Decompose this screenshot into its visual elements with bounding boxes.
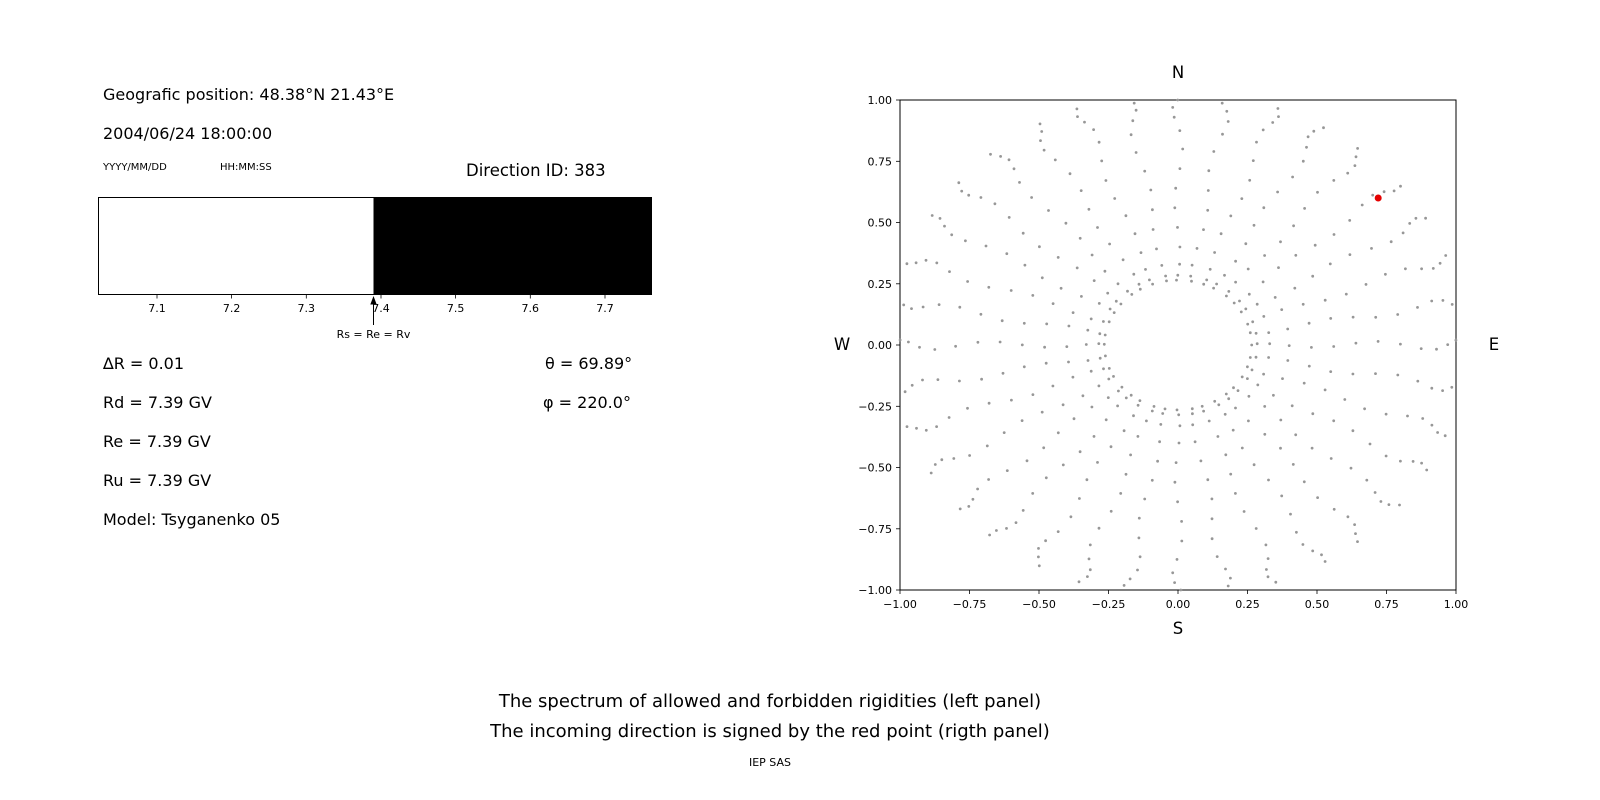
svg-text:−0.25: −0.25 [858, 400, 892, 413]
svg-text:−0.25: −0.25 [1092, 598, 1126, 611]
svg-text:0.50: 0.50 [868, 217, 893, 230]
svg-text:7.5: 7.5 [447, 302, 465, 315]
svg-text:0.00: 0.00 [1166, 598, 1191, 611]
svg-text:7.4: 7.4 [372, 302, 390, 315]
svg-text:0.75: 0.75 [1374, 598, 1399, 611]
svg-text:7.2: 7.2 [223, 302, 241, 315]
svg-text:0.25: 0.25 [868, 278, 893, 291]
asymptotic-direction-plot: −1.00 −0.75 −0.50 −0.25 0.00 0.25 0.50 0.75 1.00… [834, 63, 1499, 638]
asymptotic-direction-dots [898, 98, 1458, 592]
svg-text:−1.00: −1.00 [883, 598, 917, 611]
svg-text:−0.75: −0.75 [953, 598, 987, 611]
east-label: E [1489, 335, 1499, 354]
svg-text:−1.00: −1.00 [858, 584, 892, 597]
theta-value: θ = 69.89° [545, 354, 633, 373]
direction-y-ticks: −1.00 −0.75 −0.50 −0.25 0.00 0.25 0.50 0.75 1.00 [858, 94, 900, 597]
ru-value: Ru = 7.39 GV [103, 471, 212, 490]
forbidden-region [373, 197, 652, 295]
svg-text:7.7: 7.7 [596, 302, 614, 315]
svg-text:1.00: 1.00 [868, 94, 893, 107]
north-label: N [1172, 63, 1184, 82]
svg-text:7.6: 7.6 [522, 302, 540, 315]
svg-text:0.25: 0.25 [1235, 598, 1260, 611]
svg-text:−0.75: −0.75 [858, 523, 892, 536]
direction-x-ticks: −1.00 −0.75 −0.50 −0.25 0.00 0.25 0.50 0.75 1.00 [883, 590, 1468, 611]
svg-text:7.3: 7.3 [298, 302, 316, 315]
compass-labels: N S W E [834, 63, 1499, 638]
date-format-hint: YYYY/MM/DD [103, 162, 167, 173]
svg-text:Rs = Re = Rv: Rs = Re = Rv [337, 328, 411, 341]
caption-line-1: The spectrum of allowed and forbidden ri… [498, 691, 1042, 712]
delta-r-value: ∆R = 0.01 [103, 354, 185, 373]
red-point [1374, 194, 1382, 202]
svg-text:0.75: 0.75 [868, 155, 893, 168]
rigidity-spectrum-chart: 7.1 7.2 7.3 7.4 7.5 7.6 7.7 Rs = Re = Rv [98, 197, 652, 341]
geo-position-label: Geografic position: 48.38°N 21.43°E [103, 85, 395, 104]
spectrum-x-ticks: 7.1 7.2 7.3 7.4 7.5 7.6 7.7 [148, 295, 614, 315]
svg-text:0.00: 0.00 [868, 339, 893, 352]
phi-value: φ = 220.0° [543, 393, 631, 412]
svg-text:−0.50: −0.50 [1022, 598, 1056, 611]
caption-line-2: The incoming direction is signed by the … [490, 721, 1050, 742]
re-value: Re = 7.39 GV [103, 432, 211, 451]
credit-label: IEP SAS [748, 756, 792, 769]
svg-text:0.50: 0.50 [1305, 598, 1330, 611]
boundary-arrow: Rs = Re = Rv [337, 296, 411, 341]
svg-text:−0.50: −0.50 [858, 462, 892, 475]
time-format-hint: HH:MM:SS [220, 162, 272, 173]
model-label: Model: Tsyganenko 05 [103, 510, 281, 529]
svg-text:1.00: 1.00 [1444, 598, 1469, 611]
south-label: S [1173, 619, 1183, 638]
plot-frame [899, 99, 1457, 591]
observation-datetime: 2004/06/24 18:00:00 [103, 124, 273, 143]
rd-value: Rd = 7.39 GV [103, 393, 212, 412]
svg-text:7.1: 7.1 [148, 302, 166, 315]
direction-id-label: Direction ID: 383 [466, 161, 606, 180]
west-label: W [834, 335, 850, 354]
